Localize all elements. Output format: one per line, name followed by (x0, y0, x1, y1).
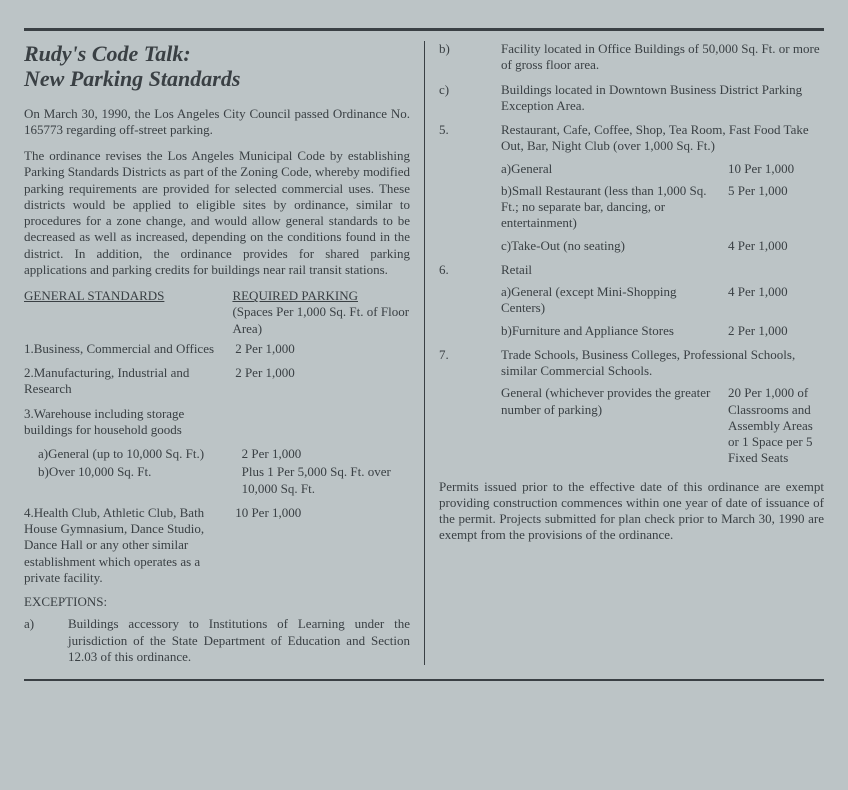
exception-b: b) Facility located in Office Buildings … (439, 41, 824, 74)
item-5c-label: c)Take-Out (no seating) (501, 238, 728, 254)
item-7-general-value: 20 Per 1,000 of Classrooms and Assembly … (728, 385, 824, 466)
item-5b-value: 5 Per 1,000 (728, 183, 824, 232)
page: Rudy's Code Talk: New Parking Standards … (0, 0, 848, 790)
left-column: Rudy's Code Talk: New Parking Standards … (24, 41, 424, 665)
bottom-rule (24, 679, 824, 681)
exception-a-label: a) (24, 616, 58, 665)
item-6a-label: a)General (except Mini-Shopping Centers) (501, 284, 728, 317)
item-7-text: Trade Schools, Business Colleges, Profes… (501, 347, 824, 380)
footer-paragraph: Permits issued prior to the effective da… (439, 479, 824, 544)
item-7-general-label: General (whichever provides the greater … (501, 385, 728, 466)
item-5-body: Restaurant, Cafe, Coffee, Shop, Tea Room… (501, 122, 824, 254)
required-parking-head-text: REQUIRED PARKING (232, 288, 358, 303)
general-standards-head: GENERAL STANDARDS (24, 288, 232, 337)
std-item-3b-value: Plus 1 Per 5,000 Sq. Ft. over 10,000 Sq.… (242, 464, 410, 497)
item-7-label: 7. (439, 347, 501, 467)
intro-paragraph-1: On March 30, 1990, the Los Angeles City … (24, 106, 410, 139)
exception-c: c) Buildings located in Downtown Busines… (439, 82, 824, 115)
item-7: 7. Trade Schools, Business Colleges, Pro… (439, 347, 824, 467)
item-5b-label: b)Small Restaurant (less than 1,000 Sq. … (501, 183, 728, 232)
top-rule (24, 28, 824, 31)
item-5a: a)General 10 Per 1,000 (501, 161, 824, 177)
std-item-3: 3.Warehouse including storage buildings … (24, 406, 410, 439)
std-item-4-value: 10 Per 1,000 (235, 505, 410, 586)
intro-paragraph-2: The ordinance revises the Los Angeles Mu… (24, 148, 410, 278)
exception-b-label: b) (439, 41, 501, 74)
std-item-2: 2.Manufacturing, Industrial and Research… (24, 365, 410, 398)
item-5c: c)Take-Out (no seating) 4 Per 1,000 (501, 238, 824, 254)
exception-a-text: Buildings accessory to Institutions of L… (58, 616, 410, 665)
exception-c-text: Buildings located in Downtown Business D… (501, 82, 824, 115)
item-5-text: Restaurant, Cafe, Coffee, Shop, Tea Room… (501, 122, 824, 155)
item-5b: b)Small Restaurant (less than 1,000 Sq. … (501, 183, 824, 232)
std-item-3-value (235, 406, 410, 439)
exception-c-label: c) (439, 82, 501, 115)
std-item-4: 4.Health Club, Athletic Club, Bath House… (24, 505, 410, 586)
title-line-1: Rudy's Code Talk: (24, 41, 191, 66)
required-parking-subhead: (Spaces Per 1,000 Sq. Ft. of Floor Area) (232, 304, 409, 335)
item-5-label: 5. (439, 122, 501, 254)
std-item-3a-label: a)General (up to 10,000 Sq. Ft.) (24, 446, 242, 462)
std-item-3b: b)Over 10,000 Sq. Ft. Plus 1 Per 5,000 S… (24, 464, 410, 497)
exception-a: a) Buildings accessory to Institutions o… (24, 616, 410, 665)
std-item-1-value: 2 Per 1,000 (235, 341, 410, 357)
item-5a-value: 10 Per 1,000 (728, 161, 824, 177)
standards-header-row: GENERAL STANDARDS REQUIRED PARKING (Spac… (24, 288, 410, 337)
item-5a-label: a)General (501, 161, 728, 177)
item-6-body: Retail a)General (except Mini-Shopping C… (501, 262, 824, 339)
std-item-3-label: 3.Warehouse including storage buildings … (24, 406, 235, 439)
item-6b-value: 2 Per 1,000 (728, 323, 824, 339)
exception-b-text: Facility located in Office Buildings of … (501, 41, 824, 74)
item-6-label: 6. (439, 262, 501, 339)
item-6-text: Retail (501, 262, 824, 278)
item-6b: b)Furniture and Appliance Stores 2 Per 1… (501, 323, 824, 339)
std-item-3a-value: 2 Per 1,000 (242, 446, 410, 462)
title-line-2: New Parking Standards (24, 66, 240, 91)
required-parking-head: REQUIRED PARKING (Spaces Per 1,000 Sq. F… (232, 288, 410, 337)
general-standards-head-text: GENERAL STANDARDS (24, 288, 164, 303)
std-item-3a: a)General (up to 10,000 Sq. Ft.) 2 Per 1… (24, 446, 410, 462)
item-5: 5. Restaurant, Cafe, Coffee, Shop, Tea R… (439, 122, 824, 254)
std-item-3b-label: b)Over 10,000 Sq. Ft. (24, 464, 242, 497)
std-item-4-label: 4.Health Club, Athletic Club, Bath House… (24, 505, 235, 586)
right-column: b) Facility located in Office Buildings … (424, 41, 824, 665)
item-6: 6. Retail a)General (except Mini-Shoppin… (439, 262, 824, 339)
std-item-2-label: 2.Manufacturing, Industrial and Research (24, 365, 235, 398)
article-title: Rudy's Code Talk: New Parking Standards (24, 41, 410, 92)
item-7-body: Trade Schools, Business Colleges, Profes… (501, 347, 824, 467)
exceptions-heading: EXCEPTIONS: (24, 594, 410, 610)
columns: Rudy's Code Talk: New Parking Standards … (24, 41, 824, 665)
std-item-1-label: 1.Business, Commercial and Offices (24, 341, 235, 357)
item-6a: a)General (except Mini-Shopping Centers)… (501, 284, 824, 317)
std-item-2-value: 2 Per 1,000 (235, 365, 410, 398)
item-7-general: General (whichever provides the greater … (501, 385, 824, 466)
item-5c-value: 4 Per 1,000 (728, 238, 824, 254)
item-6a-value: 4 Per 1,000 (728, 284, 824, 317)
std-item-1: 1.Business, Commercial and Offices 2 Per… (24, 341, 410, 357)
item-6b-label: b)Furniture and Appliance Stores (501, 323, 728, 339)
